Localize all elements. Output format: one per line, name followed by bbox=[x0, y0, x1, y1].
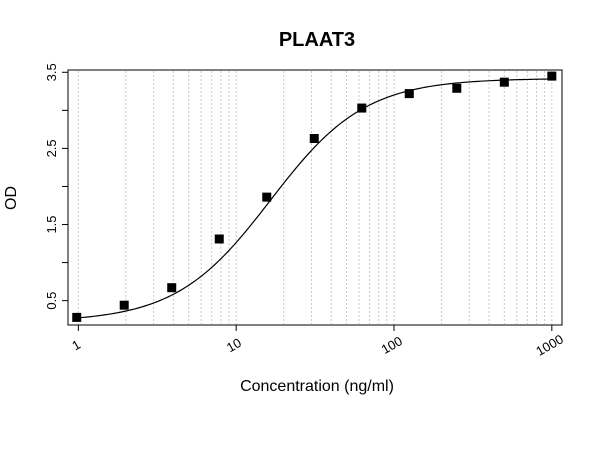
data-point bbox=[309, 134, 319, 144]
data-point bbox=[404, 89, 414, 99]
y-tick-label: 3.5 bbox=[44, 63, 59, 81]
x-tick-label: 100 bbox=[379, 333, 405, 357]
data-point bbox=[72, 312, 82, 322]
x-axis-label: Concentration (ng/ml) bbox=[240, 378, 394, 395]
x-tick-label: 10 bbox=[224, 335, 244, 355]
data-point bbox=[357, 103, 367, 113]
data-points bbox=[72, 71, 557, 322]
data-point bbox=[167, 283, 177, 293]
y-axis-label: OD bbox=[3, 186, 20, 210]
x-axis: 1 10 100 1000 bbox=[69, 324, 566, 359]
y-tick-label: 0.5 bbox=[44, 292, 59, 310]
x-tick-label: 1 bbox=[69, 337, 83, 354]
chart-title: PLAAT3 bbox=[279, 29, 355, 51]
data-point bbox=[262, 192, 272, 202]
data-point bbox=[214, 234, 224, 244]
data-point bbox=[119, 300, 129, 310]
data-point bbox=[547, 71, 557, 81]
plot-area-frame bbox=[67, 69, 563, 326]
grid bbox=[77, 71, 553, 324]
data-point bbox=[499, 77, 509, 87]
fit-curve bbox=[76, 78, 552, 319]
y-tick-label: 1.5 bbox=[44, 215, 59, 233]
y-tick-label: 2.5 bbox=[44, 139, 59, 157]
x-tick-label: 1000 bbox=[533, 331, 566, 358]
y-axis: 0.5 1.5 2.5 3.5 bbox=[44, 63, 68, 310]
data-point bbox=[452, 83, 462, 93]
